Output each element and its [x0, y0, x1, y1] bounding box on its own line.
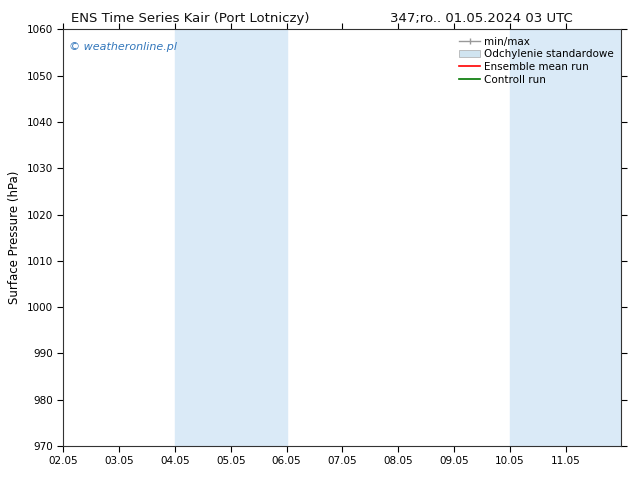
- Bar: [175, 29, 287, 446]
- Text: ENS Time Series Kair (Port Lotniczy): ENS Time Series Kair (Port Lotniczy): [71, 12, 309, 25]
- Bar: [510, 29, 621, 446]
- Y-axis label: Surface Pressure (hPa): Surface Pressure (hPa): [8, 171, 21, 304]
- Legend: min/max, Odchylenie standardowe, Ensemble mean run, Controll run: min/max, Odchylenie standardowe, Ensembl…: [455, 32, 618, 89]
- Text: 347;ro.. 01.05.2024 03 UTC: 347;ro.. 01.05.2024 03 UTC: [391, 12, 573, 25]
- Text: © weatheronline.pl: © weatheronline.pl: [69, 42, 177, 52]
